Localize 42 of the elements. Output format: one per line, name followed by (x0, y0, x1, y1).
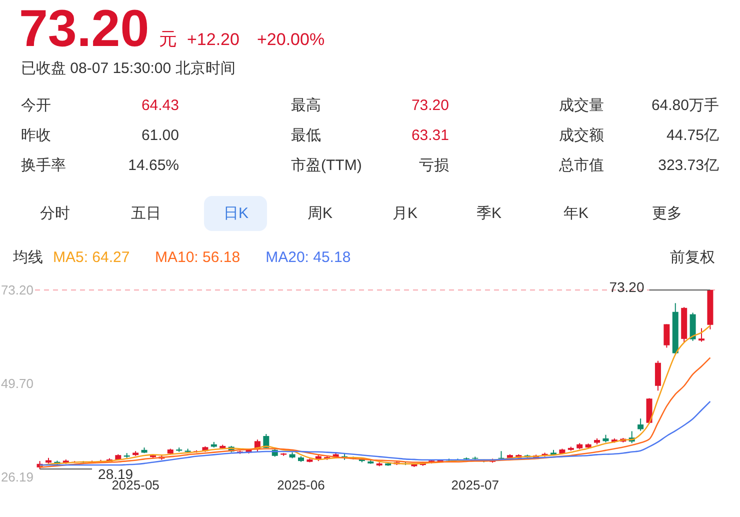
text: 前复权 (670, 249, 715, 266)
text: 73.20 (411, 97, 449, 114)
x-tick-label: 2025-07 (451, 478, 499, 492)
y-tick-label: 26.19 (0, 470, 34, 484)
text: 64.43 (141, 97, 179, 114)
text: 323.73亿 (658, 157, 719, 174)
text: 最低 (291, 127, 321, 144)
text: 14.65% (128, 157, 179, 174)
x-tick-label: 2025-06 (277, 478, 325, 492)
text: +12.20 (187, 30, 240, 49)
legend-title: 均线 (12, 249, 43, 266)
text: 最高 (291, 97, 321, 114)
text: 已收盘 08-07 15:30:00 北京时间 (21, 60, 236, 77)
text: 五日 (131, 205, 161, 222)
text: 元 (159, 29, 177, 49)
text: 换手率 (21, 157, 66, 174)
text: 日K (223, 205, 249, 222)
text: 成交额 (559, 127, 604, 144)
text: 市盈(TTM) (291, 157, 362, 174)
text: 成交量 (559, 97, 604, 114)
text: +20.00% (257, 30, 325, 49)
text: 亏损 (419, 157, 449, 174)
text: 年K (563, 205, 589, 222)
text: MA20: 45.18 (266, 249, 351, 266)
text: MA5: 64.27 (53, 249, 130, 266)
text: 周K (307, 205, 333, 222)
text: 总市值 (558, 157, 604, 174)
text: 更多 (652, 205, 682, 222)
annotation: 73.20 (609, 279, 644, 295)
y-tick-label: 49.70 (0, 376, 34, 391)
text: 昨收 (21, 127, 51, 144)
text: MA10: 56.18 (155, 249, 240, 266)
text: 64.80万手 (651, 97, 719, 114)
text: 分时 (40, 205, 70, 222)
text: 季K (476, 205, 502, 222)
y-tick-label: 73.20 (0, 282, 34, 298)
text: 44.75亿 (666, 127, 719, 144)
text: 63.31 (411, 127, 449, 144)
text: 今开 (21, 97, 51, 114)
text: 61.00 (141, 127, 179, 144)
text: 月K (392, 205, 418, 222)
x-tick-label: 2025-05 (112, 478, 160, 492)
